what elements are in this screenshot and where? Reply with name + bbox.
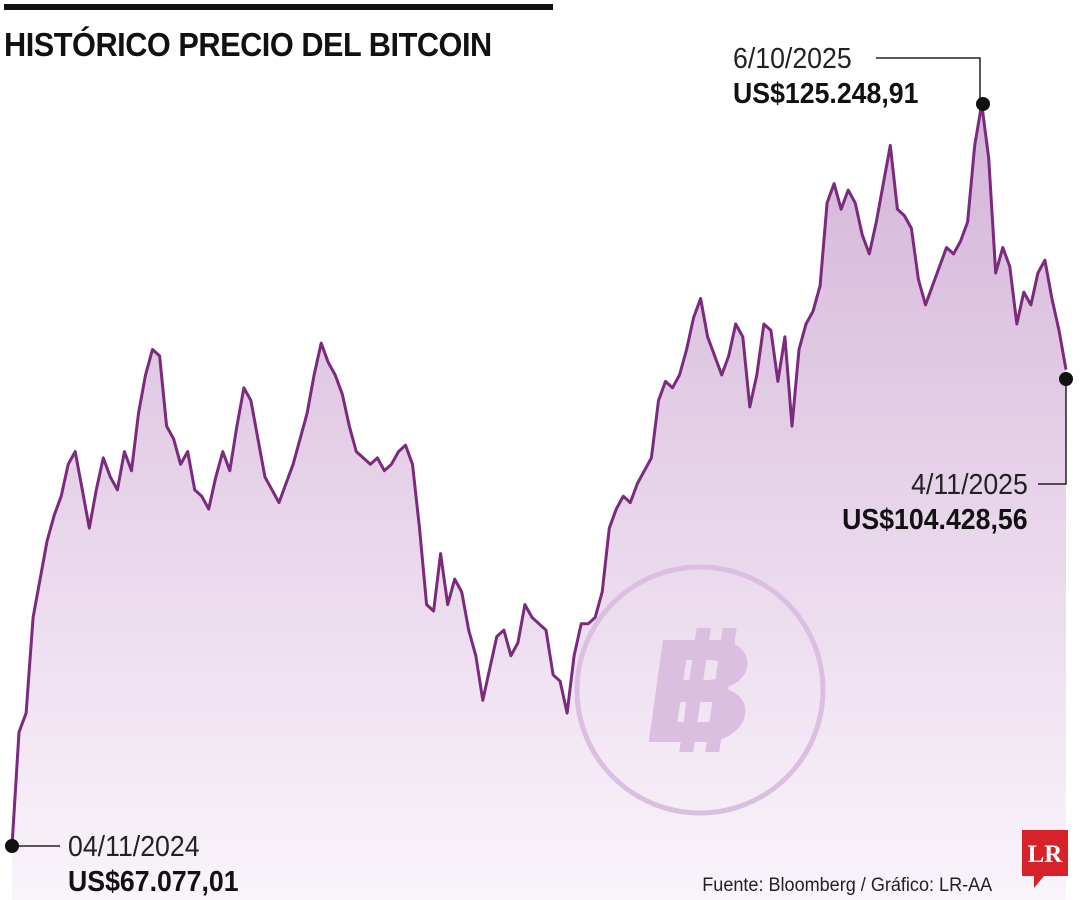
- end-date-label: 4/11/2025: [911, 469, 1028, 501]
- chart-title: HISTÓRICO PRECIO DEL BITCOIN: [4, 26, 492, 63]
- start-value-label: US$67.077,01: [68, 866, 239, 898]
- lr-logo-text: LR: [1028, 841, 1064, 868]
- source-credit: Fuente: Bloomberg / Gráfico: LR-AA: [702, 875, 992, 896]
- start-point-marker: [5, 839, 19, 853]
- peak-date-label: 6/10/2025: [733, 43, 852, 75]
- peak-point-marker: [976, 97, 990, 111]
- peak-leader-line: [876, 57, 981, 102]
- top-rule: [4, 4, 553, 10]
- start-date-label: 04/11/2024: [68, 831, 200, 863]
- end-value-label: US$104.428,56: [842, 504, 1028, 536]
- bitcoin-coin-icon: [574, 564, 826, 816]
- price-area: [12, 104, 1066, 900]
- end-leader-line: [1038, 379, 1067, 485]
- lr-logo: LR: [1022, 830, 1068, 888]
- end-point-marker: [1059, 372, 1073, 386]
- price-line: [10, 102, 1068, 847]
- peak-value-label: US$125.248,91: [733, 78, 919, 110]
